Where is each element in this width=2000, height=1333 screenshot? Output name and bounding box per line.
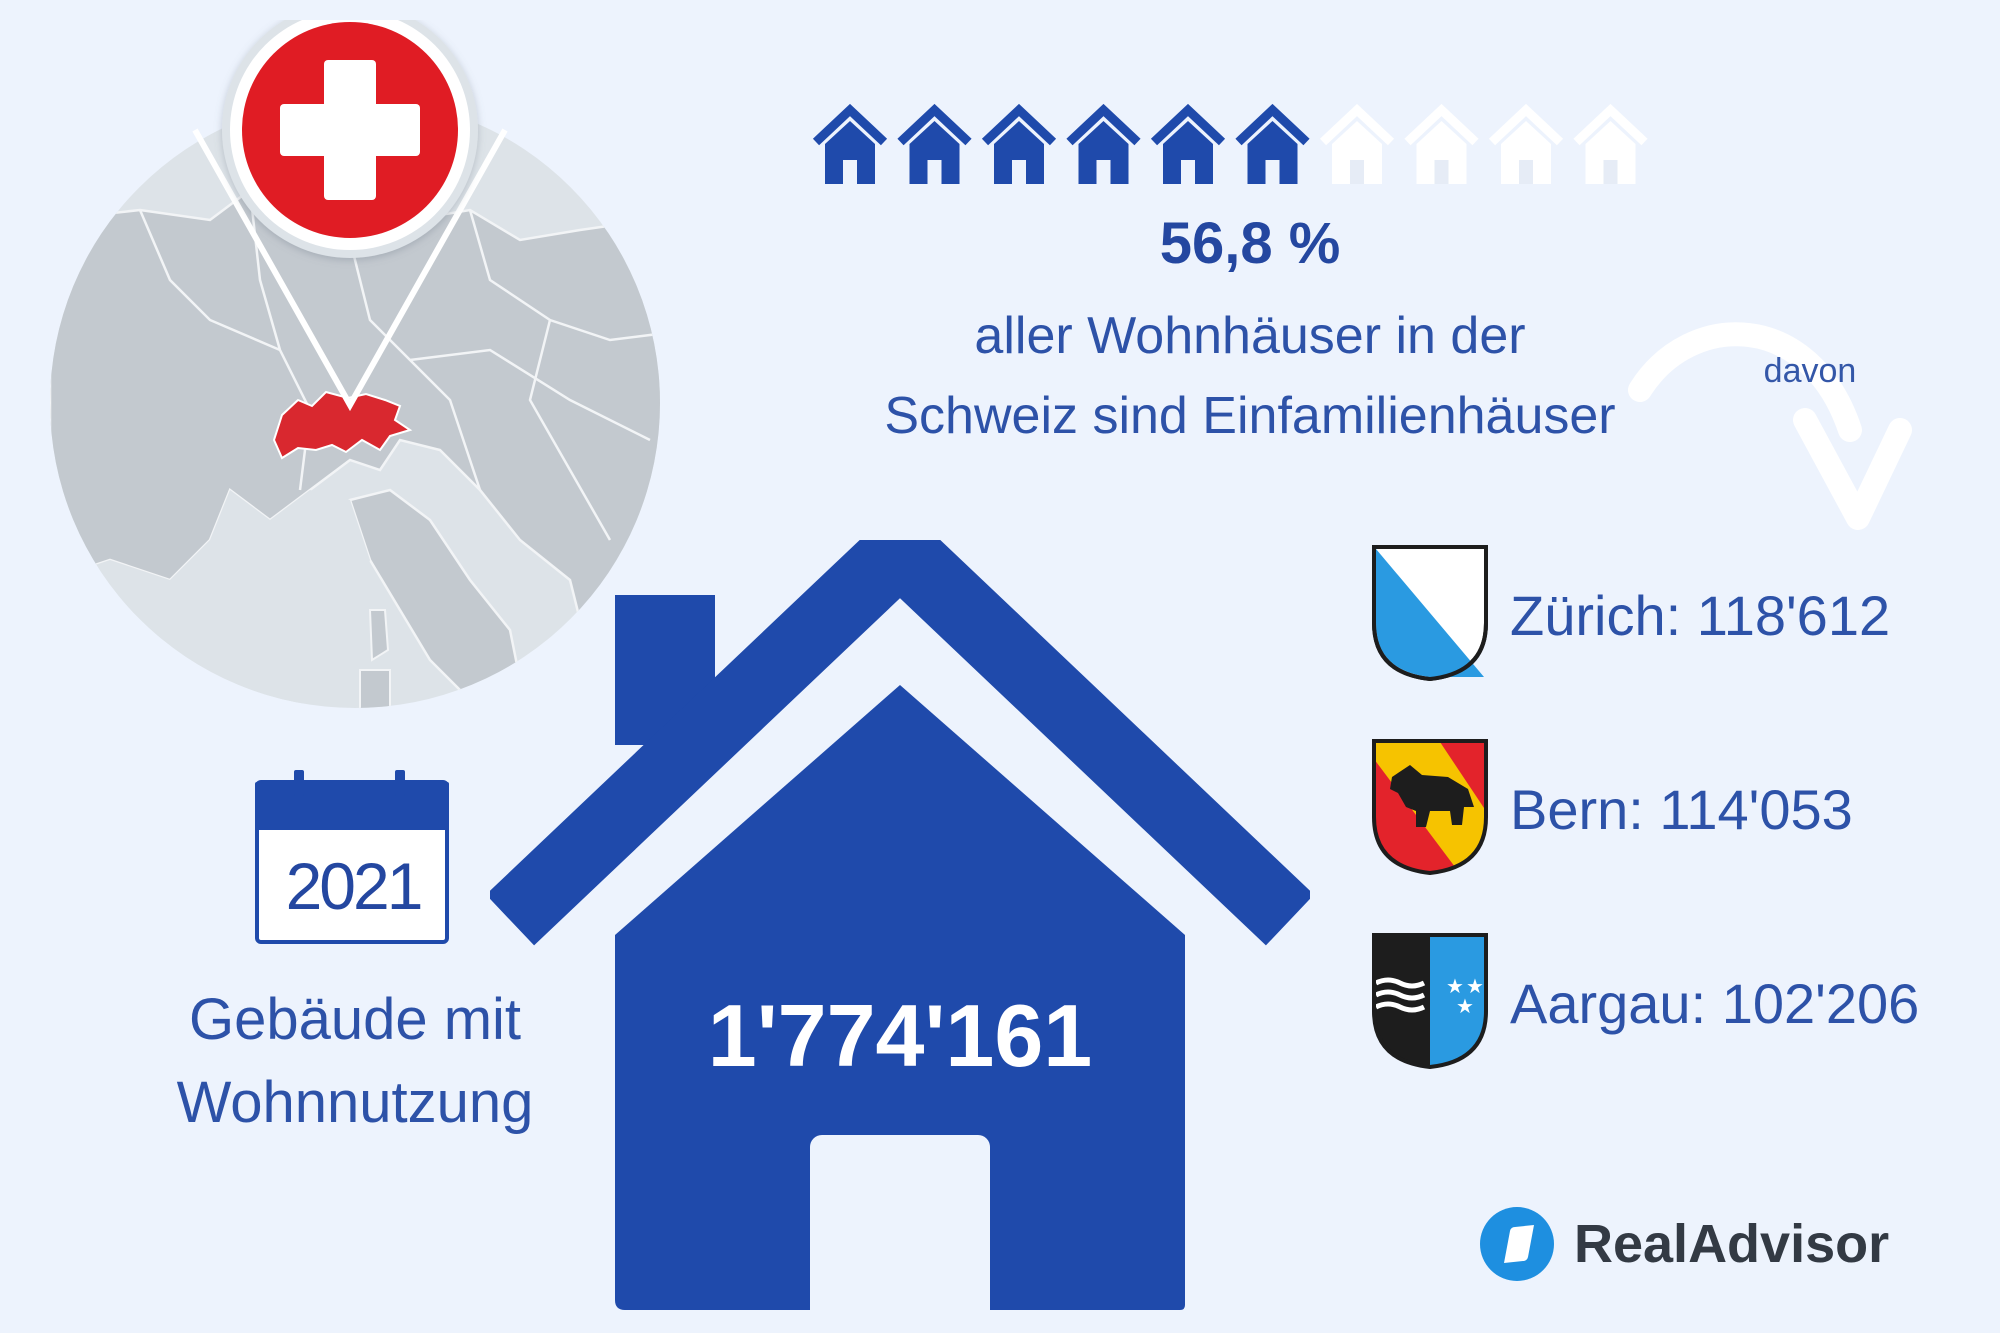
house-share-icon <box>1404 103 1479 184</box>
canton-label-aargau: Aargau: 102'206 <box>1510 972 1920 1035</box>
brand: RealAdvisor <box>1478 1205 1938 1285</box>
description-line-2: Schweiz sind Einfamilienhäuser <box>884 387 1616 445</box>
house-share-icon <box>897 103 972 184</box>
canton-label-zurich: Zürich: 118'612 <box>1510 584 1891 647</box>
brand-name: RealAdvisor <box>1574 1214 1890 1274</box>
calendar-year: 2021 <box>285 849 424 923</box>
house-share-icon <box>1066 103 1141 184</box>
single-family-share-icons <box>812 103 1648 184</box>
sardinia-shape <box>359 669 391 708</box>
house-share-icon <box>1573 103 1648 184</box>
europe-map-globe <box>50 20 660 708</box>
calendar-icon <box>255 770 449 944</box>
canton-row-bern: Bern: 114'053 <box>1370 737 1990 877</box>
total-buildings-value: 1'774'161 <box>707 986 1093 1085</box>
swiss-flag-icon <box>242 22 458 238</box>
realadvisor-logo-icon <box>1480 1207 1554 1281</box>
canton-row-aargau: ★ ★ ★ Aargau: 102'206 <box>1370 931 1990 1071</box>
house-share-icon <box>1488 103 1564 184</box>
map-pin-outline <box>192 128 508 412</box>
svg-text:★: ★ <box>1446 974 1464 998</box>
percentage-description: aller Wohnhäuser in der Schweiz sind Ein… <box>780 296 1720 456</box>
house-share-icon <box>812 103 888 184</box>
house-share-icon <box>1319 103 1395 184</box>
description-line-1: aller Wohnhäuser in der <box>974 307 1526 365</box>
house-share-icon <box>981 103 1057 184</box>
canton-row-zurich: Zürich: 118'612 <box>1370 543 1990 683</box>
davon-label: davon <box>1763 352 1857 390</box>
house-share-icon <box>1150 103 1226 184</box>
corsica-shape <box>368 609 390 662</box>
buildings-label: Gebäude mit Wohnnutzung <box>130 978 580 1144</box>
single-family-percentage: 56,8 % <box>1159 211 1341 276</box>
zurich-coat-of-arms-icon <box>1372 545 1488 682</box>
big-house-icon <box>490 540 1310 1320</box>
switzerland-shape <box>272 390 413 460</box>
bern-coat-of-arms-icon <box>1372 739 1488 876</box>
canton-label-bern: Bern: 114'053 <box>1510 778 1853 841</box>
house-share-icon <box>1235 103 1310 184</box>
aargau-coat-of-arms-icon: ★ ★ ★ <box>1372 933 1488 1070</box>
buildings-label-line-1: Gebäude mit <box>188 987 522 1052</box>
svg-text:★: ★ <box>1466 974 1484 998</box>
curved-arrow-icon <box>1628 322 1912 530</box>
svg-text:★: ★ <box>1456 994 1474 1018</box>
buildings-label-line-2: Wohnnutzung <box>176 1070 534 1135</box>
